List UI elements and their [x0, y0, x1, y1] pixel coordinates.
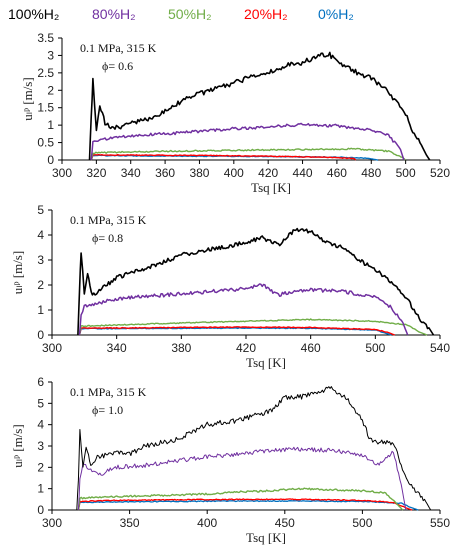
- x-axis-title: Tsq [K]: [246, 530, 286, 545]
- legend-entry: 100%H₂: [8, 6, 59, 22]
- y-axis-title: uₗᵖ [m/s]: [10, 251, 25, 294]
- chart-panel-3: 0 1 2 3 4 5 6 300 350 400 450 500 550 Tsq [K] uₗᵖ [m/s…: [10, 375, 450, 545]
- condition-annotation: ϕ= 0.6: [102, 59, 133, 73]
- condition-annotation: 0.1 MPa, 315 K: [70, 385, 147, 399]
- x-tick-label: 300: [42, 341, 62, 355]
- legend: 100%H₂ 80%H₂ 50%H₂ 20%H₂ 0%H₂: [8, 6, 354, 22]
- x-tick-label: 450: [275, 516, 295, 530]
- condition-annotation: ϕ= 1.0: [92, 403, 123, 417]
- y-tick-label: 3: [37, 253, 44, 267]
- y-axis-title: uₗᵖ [m/s]: [20, 77, 35, 120]
- y-tick-label: 1: [37, 303, 44, 317]
- y-tick-label: 4: [37, 228, 44, 242]
- legend-entry: 80%H₂: [92, 6, 136, 22]
- series-line: [76, 386, 432, 511]
- series-line: [88, 51, 431, 161]
- legend-entry: 20%H₂: [244, 6, 288, 22]
- y-tick-label: 2.5: [37, 66, 54, 80]
- series-line: [78, 283, 409, 336]
- series-line: [90, 122, 405, 161]
- x-tick-label: 340: [107, 341, 127, 355]
- series-line: [77, 487, 404, 511]
- y-tick-label: 0: [47, 153, 54, 167]
- y-tick-label: 5: [37, 203, 44, 217]
- condition-annotation: ϕ= 0.8: [92, 231, 123, 245]
- x-tick-label: 500: [352, 516, 372, 530]
- x-tick-label: 340: [121, 166, 141, 180]
- y-tick-label: 3: [37, 439, 44, 453]
- y-tick-label: 1: [37, 482, 44, 496]
- x-tick-label: 360: [155, 166, 175, 180]
- x-axis-title: Tsq [K]: [251, 180, 291, 195]
- y-tick-label: 0: [37, 328, 44, 342]
- x-tick-label: 420: [236, 341, 256, 355]
- x-tick-label: 440: [293, 166, 313, 180]
- chart-panel-1: 0 0.5 1 1.5 2 2.5 3 3.5 300 320 340 360 380 400 420 440…: [20, 31, 450, 195]
- y-tick-label: 2: [37, 460, 44, 474]
- legend-entry: 50%H₂: [168, 6, 212, 22]
- series-line: [90, 153, 357, 161]
- x-tick-label: 540: [430, 341, 450, 355]
- x-tick-label: 460: [327, 166, 347, 180]
- y-tick-label: 5: [37, 396, 44, 410]
- series-line: [78, 318, 428, 336]
- condition-annotation: 0.1 MPa, 315 K: [80, 41, 157, 55]
- x-tick-label: 400: [197, 516, 217, 530]
- series-line: [77, 227, 435, 336]
- x-tick-label: 350: [120, 516, 140, 530]
- x-axis-title: Tsq [K]: [246, 355, 286, 370]
- x-tick-label: 320: [86, 166, 106, 180]
- x-tick-label: 520: [430, 166, 450, 180]
- x-tick-label: 380: [171, 341, 191, 355]
- y-tick-label: 6: [37, 375, 44, 389]
- x-tick-label: 500: [396, 166, 416, 180]
- y-tick-label: 4: [37, 418, 44, 432]
- x-tick-label: 460: [301, 341, 321, 355]
- y-tick-label: 2: [47, 83, 54, 97]
- series-line: [90, 147, 407, 161]
- series-line: [77, 446, 407, 511]
- series-line: [77, 498, 413, 511]
- series-line: [78, 326, 395, 336]
- y-tick-label: 3: [47, 48, 54, 62]
- y-tick-label: 0.5: [37, 136, 54, 150]
- x-tick-label: 380: [189, 166, 209, 180]
- x-tick-label: 420: [258, 166, 278, 180]
- x-tick-label: 300: [42, 516, 62, 530]
- condition-annotation: 0.1 MPa, 315 K: [70, 213, 147, 227]
- chart-panel-2: 0 1 2 3 4 5 300 340 380 420 460 500 540 Tsq [K] uₗᵖ [m…: [10, 203, 450, 370]
- y-tick-label: 2: [37, 278, 44, 292]
- y-tick-label: 0: [37, 503, 44, 517]
- x-tick-label: 500: [365, 341, 385, 355]
- y-tick-label: 3.5: [37, 31, 54, 45]
- x-tick-label: 300: [52, 166, 72, 180]
- x-tick-label: 480: [361, 166, 381, 180]
- legend-entry: 0%H₂: [318, 6, 354, 22]
- y-tick-label: 1.5: [37, 101, 54, 115]
- x-tick-label: 400: [224, 166, 244, 180]
- y-tick-label: 1: [47, 118, 54, 132]
- y-axis-title: uₗᵖ [m/s]: [10, 424, 25, 467]
- series-line: [77, 499, 419, 511]
- x-tick-label: 550: [430, 516, 450, 530]
